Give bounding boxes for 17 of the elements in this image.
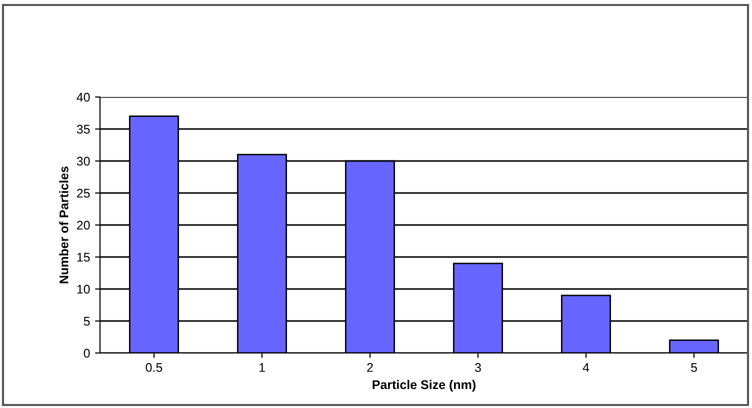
y-tick-label: 15 [77,252,90,262]
x-tick-label: 2 [367,363,373,372]
x-tick-label: 0.5 [146,363,162,372]
x-axis-title: Particle Size (nm) [372,380,476,392]
y-tick-label: 10 [77,284,90,294]
x-tick-label: 3 [475,363,481,372]
y-tick-label: 30 [76,156,90,166]
y-tick-label: 40 [76,92,90,102]
x-tick-label: 4 [582,363,590,372]
y-tick-label: 20 [77,220,90,230]
x-tick-label: 1 [259,363,265,372]
y-tick-label: 25 [77,188,90,198]
x-tick-label: 5 [691,363,697,372]
y-tick-label: 5 [84,316,90,326]
y-tick-label: 0 [84,348,90,358]
y-tick-label: 35 [76,124,90,134]
y-axis-title: Number of Particles [59,166,68,284]
